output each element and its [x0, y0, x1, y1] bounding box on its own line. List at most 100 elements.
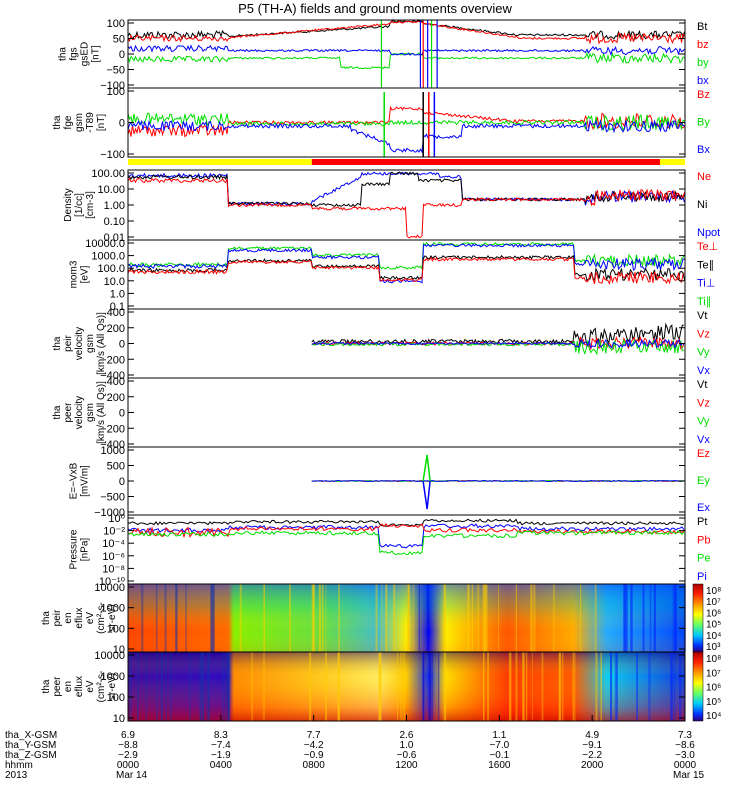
spectrogram-streak [649, 584, 652, 652]
xaxis-value: 8.3 [214, 730, 228, 741]
ytick-label: 10 [113, 644, 125, 656]
ytick-label: 100 [107, 623, 125, 635]
ylabel-line: [km/s (All Qs)] [96, 312, 107, 375]
spectrogram-overlay [128, 652, 685, 721]
ytick-label: −400 [100, 439, 125, 451]
spectrogram-streak [378, 652, 381, 721]
panel-frame-peer [127, 377, 686, 448]
spectrogram-streak [169, 652, 172, 721]
colorbar-tick-label: 10⁴ [706, 631, 721, 642]
ytick-label: 0.1 [110, 301, 125, 313]
spectrogram-streak [672, 584, 675, 652]
spectrogram-streak [137, 652, 139, 721]
spectrogram-streak [533, 584, 536, 652]
spectrogram-streak [312, 584, 315, 652]
ylabel-line: tha [41, 611, 52, 625]
ytick-label: 0 [119, 339, 125, 351]
colorbar-tick-label: 10³ [706, 642, 721, 653]
spectrogram-streak [630, 584, 633, 652]
spectrogram-streak [400, 652, 403, 721]
spectrogram-streak [614, 652, 617, 721]
ytick-label: 0 [119, 118, 125, 130]
ylabel-line: E=−VxB [69, 462, 80, 499]
ylabel-line: [eV] [80, 265, 91, 283]
ylabel-line: peer [52, 676, 63, 697]
spectrogram-streak [212, 584, 215, 652]
xaxis-value: 4.9 [585, 730, 599, 741]
spectrogram-streak [522, 652, 525, 721]
colorbar-peir_spec [692, 583, 704, 653]
spectrogram-streak [262, 652, 266, 721]
spectrogram-streak [443, 584, 446, 652]
xaxis-value: 1.0 [400, 740, 414, 751]
spectrogram-streak [208, 652, 210, 721]
spectrogram-streak [129, 652, 132, 721]
spectrogram-streak [379, 652, 382, 721]
ylabel-line: fge [63, 115, 74, 129]
spectrogram-streak [483, 584, 485, 652]
spectrogram-streak [444, 652, 446, 721]
spectrogram-streak [636, 652, 638, 721]
panel-frame-temp [127, 239, 686, 310]
xaxis-value: −0.9 [304, 750, 324, 761]
ytick-label: 50 [113, 34, 125, 46]
ylabel-line: [nPa] [80, 538, 91, 562]
xaxis-value: −7.0 [489, 740, 509, 751]
ylabel-line: Density [63, 188, 74, 221]
status-bar-red [311, 159, 660, 165]
legend-label: Vy [697, 416, 710, 428]
spectrogram-streak [155, 584, 158, 652]
legend-label: Ti∥ [697, 296, 711, 308]
spectrogram-streak [552, 584, 556, 652]
spectrogram-streak [175, 584, 177, 652]
ytick-label: 100.00 [91, 168, 125, 180]
xaxis-value: 0000 [674, 760, 697, 771]
series-line-Ti_perp [127, 243, 685, 284]
ytick-label: 1.00 [104, 200, 125, 212]
xaxis-value: −8.6 [675, 740, 695, 751]
series-line-Bx [127, 118, 685, 154]
ylabel-line: sr-eV) [107, 673, 118, 700]
series-line-By [127, 112, 685, 131]
spectrogram-streak [679, 652, 682, 721]
ylabel-line: tha [58, 47, 69, 61]
ytick-label: −1000 [94, 507, 125, 519]
spectrogram-streak [477, 584, 480, 652]
series-line-Ey-spike [422, 454, 431, 482]
legend-label: Vz [697, 397, 710, 409]
spectrogram-streak [483, 652, 485, 721]
spectrogram-streak [624, 584, 628, 652]
series-line-Bt [127, 20, 685, 41]
ylabel-line: sr-eV) [107, 604, 118, 631]
spectrogram-streak [321, 584, 324, 652]
xaxis-value: 2000 [581, 760, 604, 771]
spectrogram-streak [407, 584, 410, 652]
spectrogram-streak [156, 652, 158, 721]
spectrogram-streak [670, 652, 673, 721]
legend-label: Ti⊥ [697, 278, 715, 290]
ytick-label: 0 [119, 408, 125, 420]
spectrogram-streak [164, 584, 167, 652]
spectrogram-streak [397, 652, 399, 721]
ytick-label: 100 [107, 692, 125, 704]
spectrogram-streak [428, 652, 431, 721]
ylabel-line: en [63, 681, 74, 692]
series-line-by [127, 51, 685, 70]
xaxis-date: Mar 14 [116, 770, 148, 781]
legend-label: Ez [697, 448, 710, 460]
ylabel-line: Pressure [69, 529, 80, 569]
ylabel-line: [nT] [91, 45, 102, 62]
xaxis-value: 1.1 [492, 730, 506, 741]
spectrogram-streak [648, 652, 651, 721]
spectrogram-streak [623, 584, 626, 652]
ytick-label: 10⁻⁸ [102, 563, 125, 575]
ytick-label: 10000 [94, 582, 125, 594]
ylabel-line: tha [52, 336, 63, 350]
ylabel-line: peir [52, 609, 63, 626]
spectrogram-streak [487, 652, 489, 721]
spectrogram-streak [674, 584, 677, 652]
spectrogram-streak [251, 652, 254, 721]
ytick-label: −100 [100, 80, 125, 92]
xaxis-row-label: tha_Z-GSM [5, 750, 57, 761]
